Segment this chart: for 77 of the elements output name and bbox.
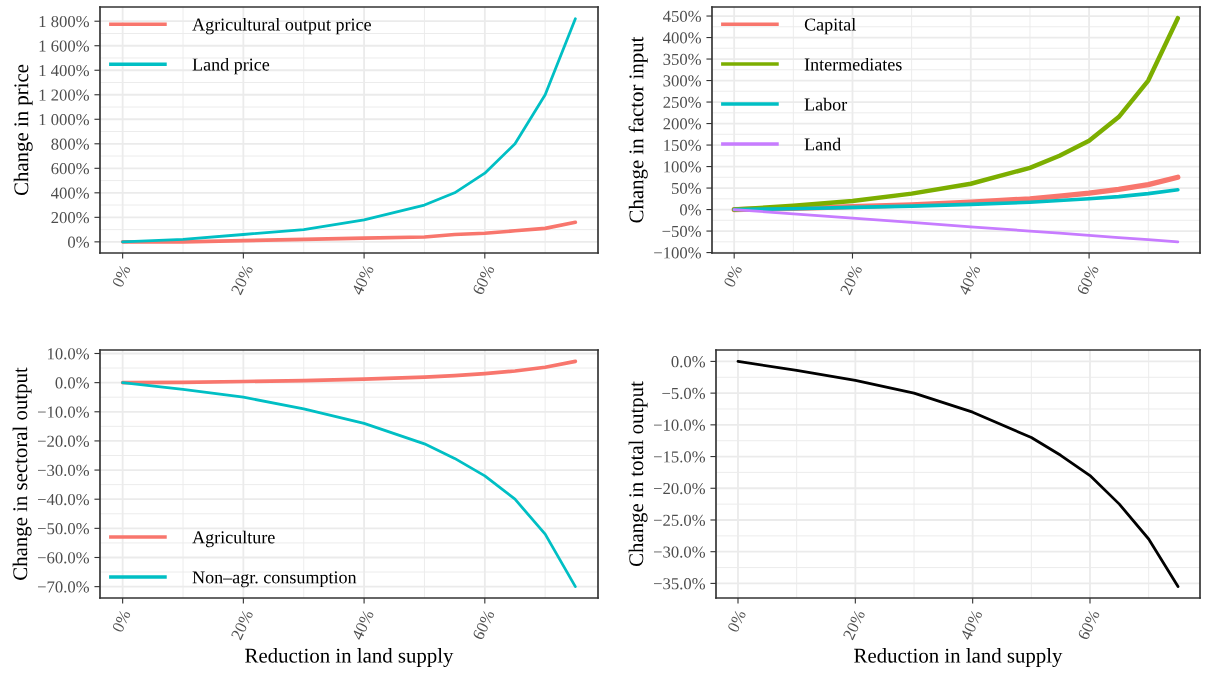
y-tick-label: 250% — [663, 96, 702, 109]
y-tick-label: −20.0% — [653, 482, 706, 495]
x-tick-label: 20% — [230, 264, 254, 296]
y-tick-label: 1 000% — [39, 113, 90, 126]
y-tick-label: 1 400% — [39, 64, 90, 77]
y-tick-label: −30.0% — [37, 464, 90, 477]
y-tick-label: 150% — [664, 139, 702, 152]
y-tick-label: 350% — [663, 53, 702, 66]
y-tick-label: −60.0% — [37, 552, 90, 564]
legend-label: Land — [804, 137, 841, 151]
y-axis-title: Change in factor input — [628, 36, 648, 223]
y-tick-label: 0% — [680, 204, 702, 216]
x-tick-label: 60% — [1076, 264, 1100, 296]
y-tick-label: 1 200% — [39, 89, 90, 101]
x-tick-label: 40% — [958, 264, 981, 296]
y-tick-label: 200% — [51, 212, 90, 224]
y-tick-label: −10.0% — [653, 419, 706, 431]
x-tick-label: 20% — [842, 609, 866, 641]
line-series — [736, 360, 1180, 588]
x-axis-title: Reduction in land supply — [854, 648, 1063, 667]
legend-label: Non–agr. consumption — [192, 571, 357, 588]
y-tick-label: −30.0% — [653, 546, 706, 558]
legend-label: Labor — [804, 97, 848, 111]
line-series — [120, 220, 578, 244]
y-tick-label: 1 600% — [39, 40, 90, 52]
y-tick-label: 0.0% — [671, 356, 706, 368]
x-tick-label: 40% — [351, 264, 375, 296]
x-tick-label: 60% — [1077, 609, 1101, 641]
y-tick-label: −25.0% — [653, 514, 706, 526]
x-tick-label: 0% — [111, 264, 131, 288]
line-series — [732, 208, 1180, 244]
y-tick-label: 200% — [663, 118, 702, 130]
x-tick-label: 40% — [351, 609, 375, 641]
y-tick-label: −10.0% — [37, 406, 90, 418]
y-tick-label: 800% — [51, 138, 90, 150]
y-tick-label: 10.0% — [48, 348, 90, 360]
y-axis-title: Change in sectoral output — [12, 367, 32, 580]
y-tick-label: 100% — [664, 161, 702, 173]
y-tick-label: −40.0% — [37, 493, 90, 506]
x-tick-label: 0% — [727, 609, 747, 633]
line-series — [731, 15, 1181, 212]
y-tick-label: −70.0% — [37, 581, 90, 593]
legend-label: Land price — [192, 57, 270, 75]
y-tick-label: −100% — [654, 247, 702, 259]
x-tick-label: 40% — [959, 609, 983, 641]
legend-label: Agriculture — [192, 530, 275, 548]
line-series — [121, 17, 577, 244]
y-tick-label: −5.0% — [662, 387, 706, 400]
x-axis-title: Reduction in land supply — [245, 648, 454, 667]
legend-label: Agricultural output price — [192, 17, 371, 35]
y-tick-label: −20.0% — [37, 435, 90, 447]
line-series — [732, 187, 1180, 212]
y-tick-label: −50% — [662, 225, 702, 238]
x-tick-label: 20% — [839, 264, 863, 296]
x-tick-label: 60% — [472, 609, 495, 641]
y-axis-title: Change in price — [13, 64, 33, 196]
y-tick-label: 400% — [51, 187, 90, 199]
line-series — [120, 359, 578, 385]
y-tick-label: 300% — [663, 75, 702, 87]
y-tick-label: 0.0% — [55, 377, 90, 389]
x-tick-label: 0% — [723, 264, 743, 288]
y-tick-label: 0% — [68, 236, 90, 248]
line-series — [121, 381, 577, 589]
y-tick-label: 400% — [663, 32, 702, 44]
y-tick-label: 600% — [51, 163, 90, 175]
y-tick-label: −15.0% — [653, 451, 706, 463]
x-tick-label: 0% — [111, 609, 131, 633]
y-tick-label: 1 800% — [39, 15, 90, 28]
legend-label: Capital — [804, 17, 856, 35]
legend-label: Intermediates — [804, 57, 902, 71]
x-tick-label: 20% — [230, 609, 254, 641]
y-tick-label: −35.0% — [653, 578, 706, 590]
x-tick-label: 60% — [472, 264, 495, 296]
y-tick-label: 50% — [672, 182, 702, 195]
y-tick-label: −50.0% — [37, 523, 90, 535]
y-axis-title: Change in total output — [628, 381, 648, 567]
y-tick-label: 450% — [663, 10, 702, 23]
